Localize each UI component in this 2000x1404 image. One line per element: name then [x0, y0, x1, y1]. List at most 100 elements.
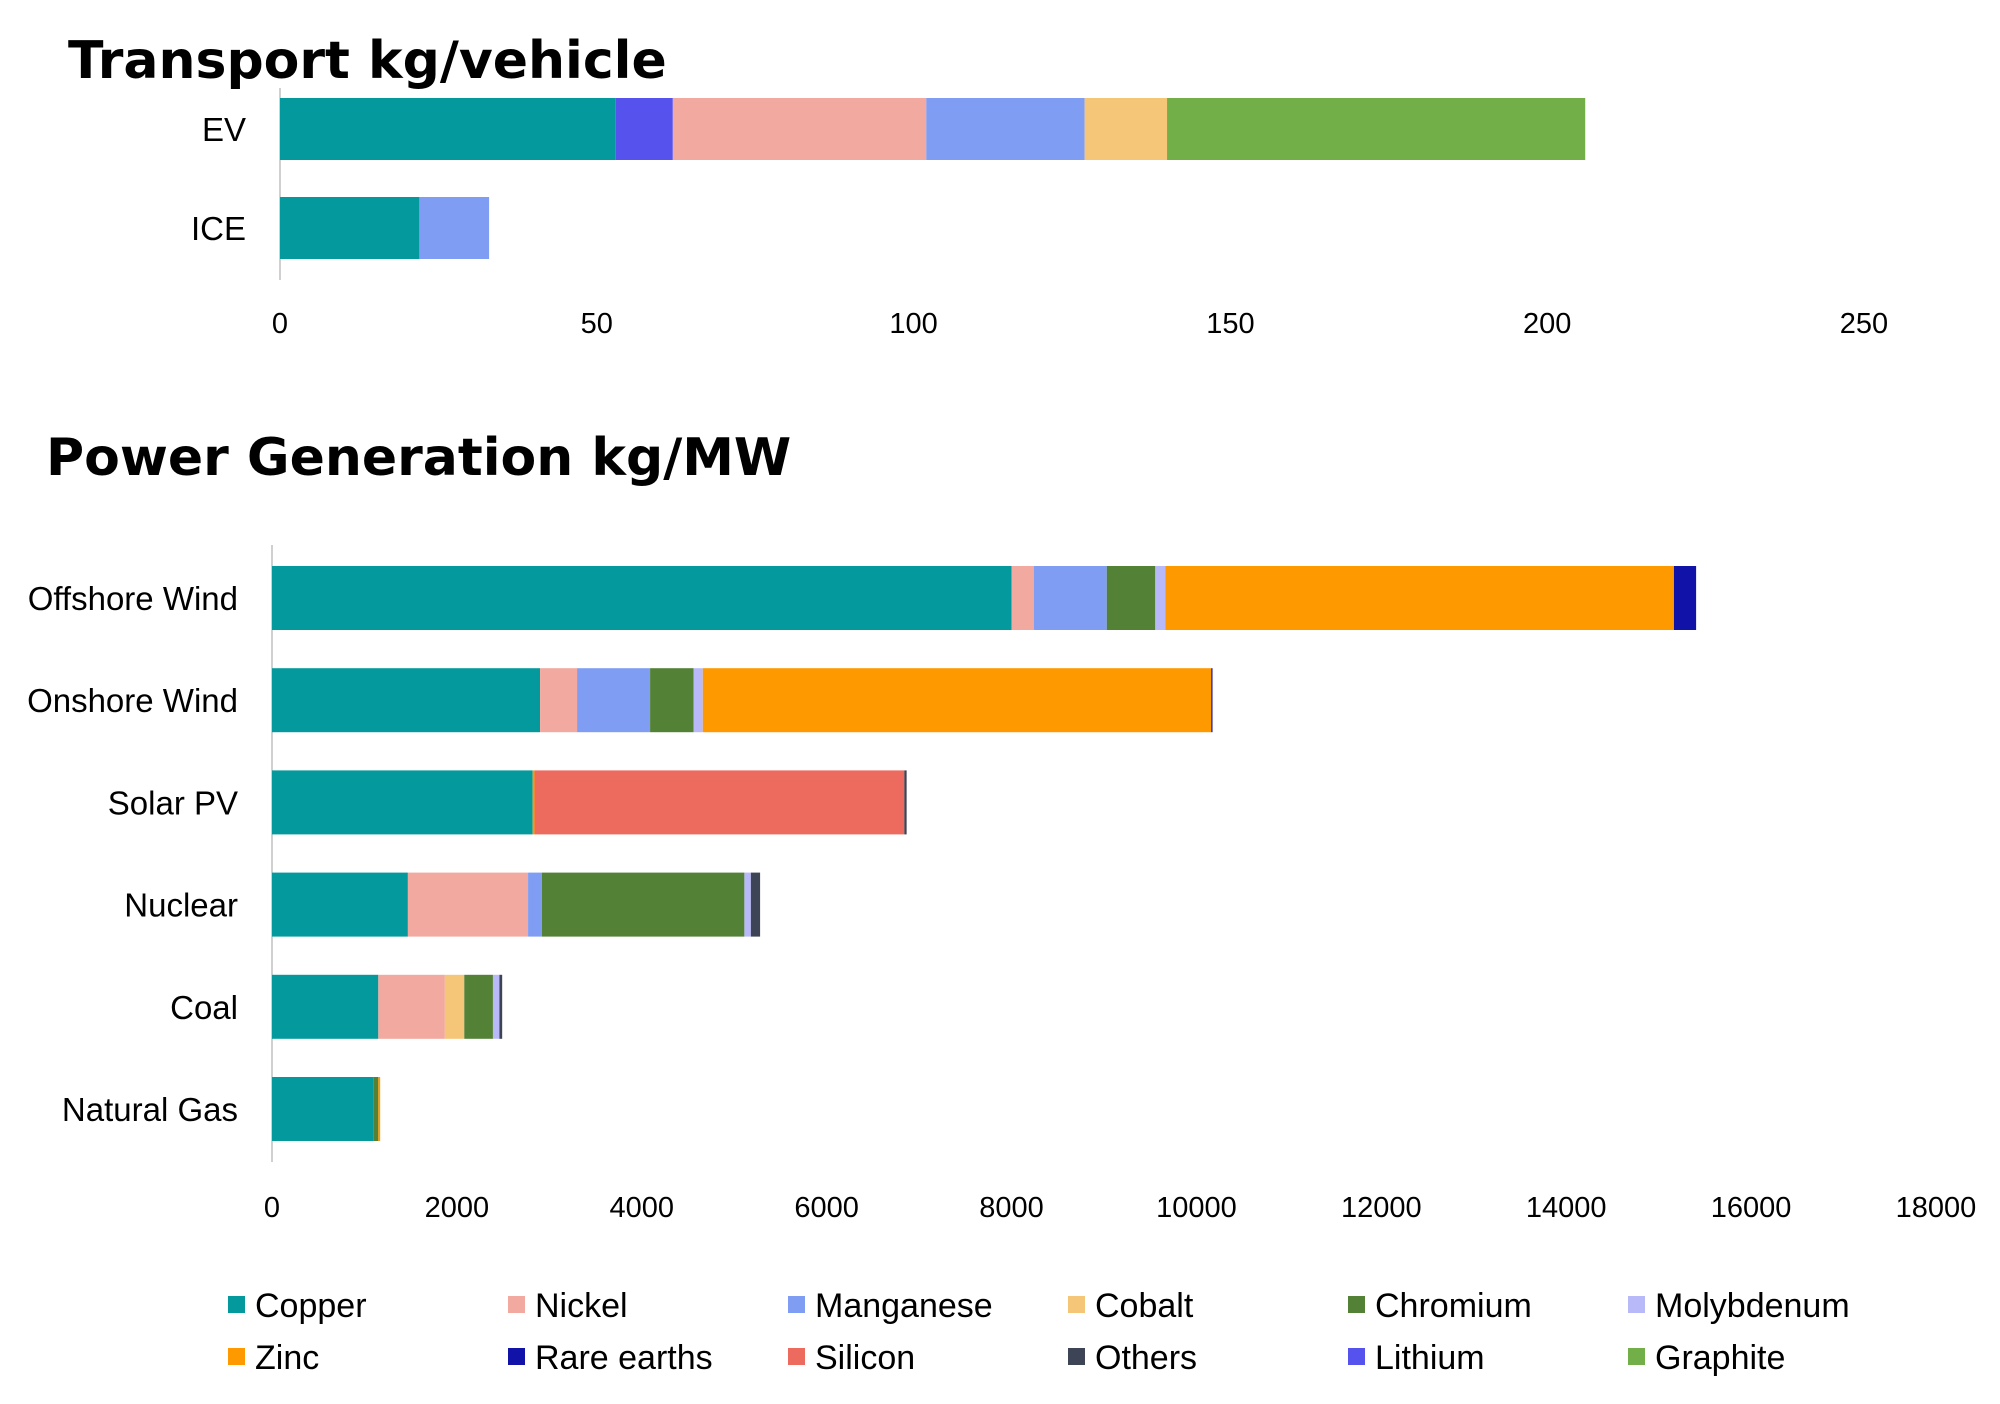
x-tick-label-150: 150 [1206, 308, 1254, 340]
bar-offshore-wind-molybdenum [1155, 566, 1166, 630]
bar-coal-others [499, 974, 503, 1039]
legend-item-zinc: Zinc [228, 1339, 319, 1377]
bar-coal-chromium [464, 974, 493, 1039]
bar-onshore-wind-manganese [577, 668, 651, 733]
legend-label-others: Others [1095, 1339, 1197, 1377]
bar-nuclear-nickel [407, 872, 529, 937]
bar-offshore-wind-chromium [1106, 566, 1156, 630]
legend-label-chromium: Chromium [1375, 1287, 1532, 1325]
bar-natural-gas-copper [272, 1077, 374, 1141]
power-bars [272, 566, 1697, 1141]
legend-item-silicon: Silicon [788, 1339, 915, 1377]
legend-swatch-lithium [1348, 1348, 1365, 1365]
x-tick-label-4000: 4000 [610, 1192, 675, 1224]
legend-swatch-zinc [228, 1348, 245, 1365]
bar-onshore-wind-copper [272, 668, 541, 733]
legend-item-cobalt: Cobalt [1068, 1287, 1194, 1325]
x-tick-label-0: 0 [272, 308, 288, 340]
legend-label-zinc: Zinc [255, 1339, 319, 1377]
bar-nuclear-molybdenum [744, 872, 751, 937]
transport-x-tick-labels: 0 50 100 150 200 250 [272, 308, 1888, 340]
x-tick-label-16000: 16000 [1711, 1192, 1792, 1224]
bar-coal-cobalt [444, 974, 465, 1039]
legend-label-copper: Copper [255, 1287, 367, 1325]
bar-coal-nickel [378, 974, 445, 1039]
transport-bars [280, 98, 1586, 259]
x-tick-label-10000: 10000 [1156, 1192, 1237, 1224]
legend-item-copper: Copper [228, 1287, 367, 1325]
bar-solar-pv-zinc [532, 770, 535, 835]
transport-chart-title: Transport kg/vehicle [68, 31, 667, 91]
category-label-nuclear: Nuclear [124, 887, 238, 924]
x-tick-label-50: 50 [581, 308, 613, 340]
bar-nuclear-chromium [541, 872, 745, 937]
legend-swatch-nickel [508, 1296, 525, 1313]
legend-label-rare-earths: Rare earths [535, 1339, 713, 1377]
legend-label-manganese: Manganese [815, 1287, 993, 1325]
x-tick-label-12000: 12000 [1341, 1192, 1422, 1224]
x-tick-label-100: 100 [889, 308, 937, 340]
bar-nuclear-manganese [528, 872, 542, 937]
bar-ice-manganese [419, 197, 490, 259]
legend-item-rare-earths: Rare earths [508, 1339, 713, 1377]
bar-onshore-wind-rare-earths [1211, 668, 1213, 733]
legend-item-graphite: Graphite [1628, 1339, 1785, 1377]
bar-coal-molybdenum [492, 974, 500, 1039]
transport-category-labels: EV ICE [191, 111, 246, 247]
legend-swatch-molybdenum [1628, 1296, 1645, 1313]
legend-swatch-silicon [788, 1348, 805, 1365]
legend-item-nickel: Nickel [508, 1287, 628, 1325]
x-tick-label-0: 0 [264, 1192, 280, 1224]
bar-ev-copper [280, 98, 616, 160]
legend-swatch-graphite [1628, 1348, 1645, 1365]
bar-ev-cobalt [1084, 98, 1168, 160]
legend-label-molybdenum: Molybdenum [1655, 1287, 1850, 1325]
legend-swatch-cobalt [1068, 1296, 1085, 1313]
legend-label-nickel: Nickel [535, 1287, 628, 1325]
legend-item-molybdenum: Molybdenum [1628, 1287, 1850, 1325]
category-label-onshore-wind: Onshore Wind [27, 682, 238, 719]
bar-nuclear-others [750, 872, 761, 937]
bar-onshore-wind-nickel [540, 668, 578, 733]
category-label-ev: EV [202, 111, 246, 148]
bar-onshore-wind-chromium [650, 668, 694, 733]
category-label-natural-gas: Natural Gas [62, 1091, 238, 1128]
bar-offshore-wind-copper [272, 566, 1012, 630]
category-label-ice: ICE [191, 210, 246, 247]
legend-item-manganese: Manganese [788, 1287, 993, 1325]
bar-natural-gas-chromium [373, 1077, 379, 1141]
bar-ice-copper [280, 197, 420, 259]
legend-swatch-chromium [1348, 1296, 1365, 1313]
bar-offshore-wind-manganese [1033, 566, 1107, 630]
legend-swatch-rare-earths [508, 1348, 525, 1365]
legend-label-silicon: Silicon [815, 1339, 915, 1377]
x-tick-label-6000: 6000 [794, 1192, 859, 1224]
legend-label-cobalt: Cobalt [1095, 1287, 1194, 1325]
power-chart: Power Generation kg/MW Offshore Wind Onsh… [27, 428, 1976, 1224]
legend-label-lithium: Lithium [1375, 1339, 1485, 1377]
bar-solar-pv-others [904, 770, 907, 835]
legend-swatch-others [1068, 1348, 1085, 1365]
bar-ev-nickel [672, 98, 927, 160]
bar-nuclear-copper [272, 872, 408, 937]
category-label-offshore-wind: Offshore Wind [28, 580, 238, 617]
x-tick-label-200: 200 [1523, 308, 1571, 340]
x-tick-label-250: 250 [1840, 308, 1888, 340]
bar-coal-copper [272, 974, 379, 1039]
legend-label-graphite: Graphite [1655, 1339, 1785, 1377]
x-tick-label-8000: 8000 [979, 1192, 1044, 1224]
bar-offshore-wind-zinc [1165, 566, 1674, 630]
bar-onshore-wind-zinc [702, 668, 1212, 733]
legend-item-others: Others [1068, 1339, 1197, 1377]
category-label-solar-pv: Solar PV [108, 784, 238, 821]
legend-swatch-copper [228, 1296, 245, 1313]
power-x-tick-labels: 0 2000 4000 6000 8000 10000 12000 14000 16000 180… [264, 1192, 1976, 1224]
bar-onshore-wind-molybdenum [693, 668, 703, 733]
bar-ev-manganese [926, 98, 1085, 160]
legend: Copper Nickel Manganese Cobalt Chromium Molyb… [228, 1287, 1850, 1377]
legend-item-chromium: Chromium [1348, 1287, 1532, 1325]
bar-natural-gas-zinc [378, 1077, 381, 1141]
bar-ev-graphite [1167, 98, 1586, 160]
legend-swatch-manganese [788, 1296, 805, 1313]
